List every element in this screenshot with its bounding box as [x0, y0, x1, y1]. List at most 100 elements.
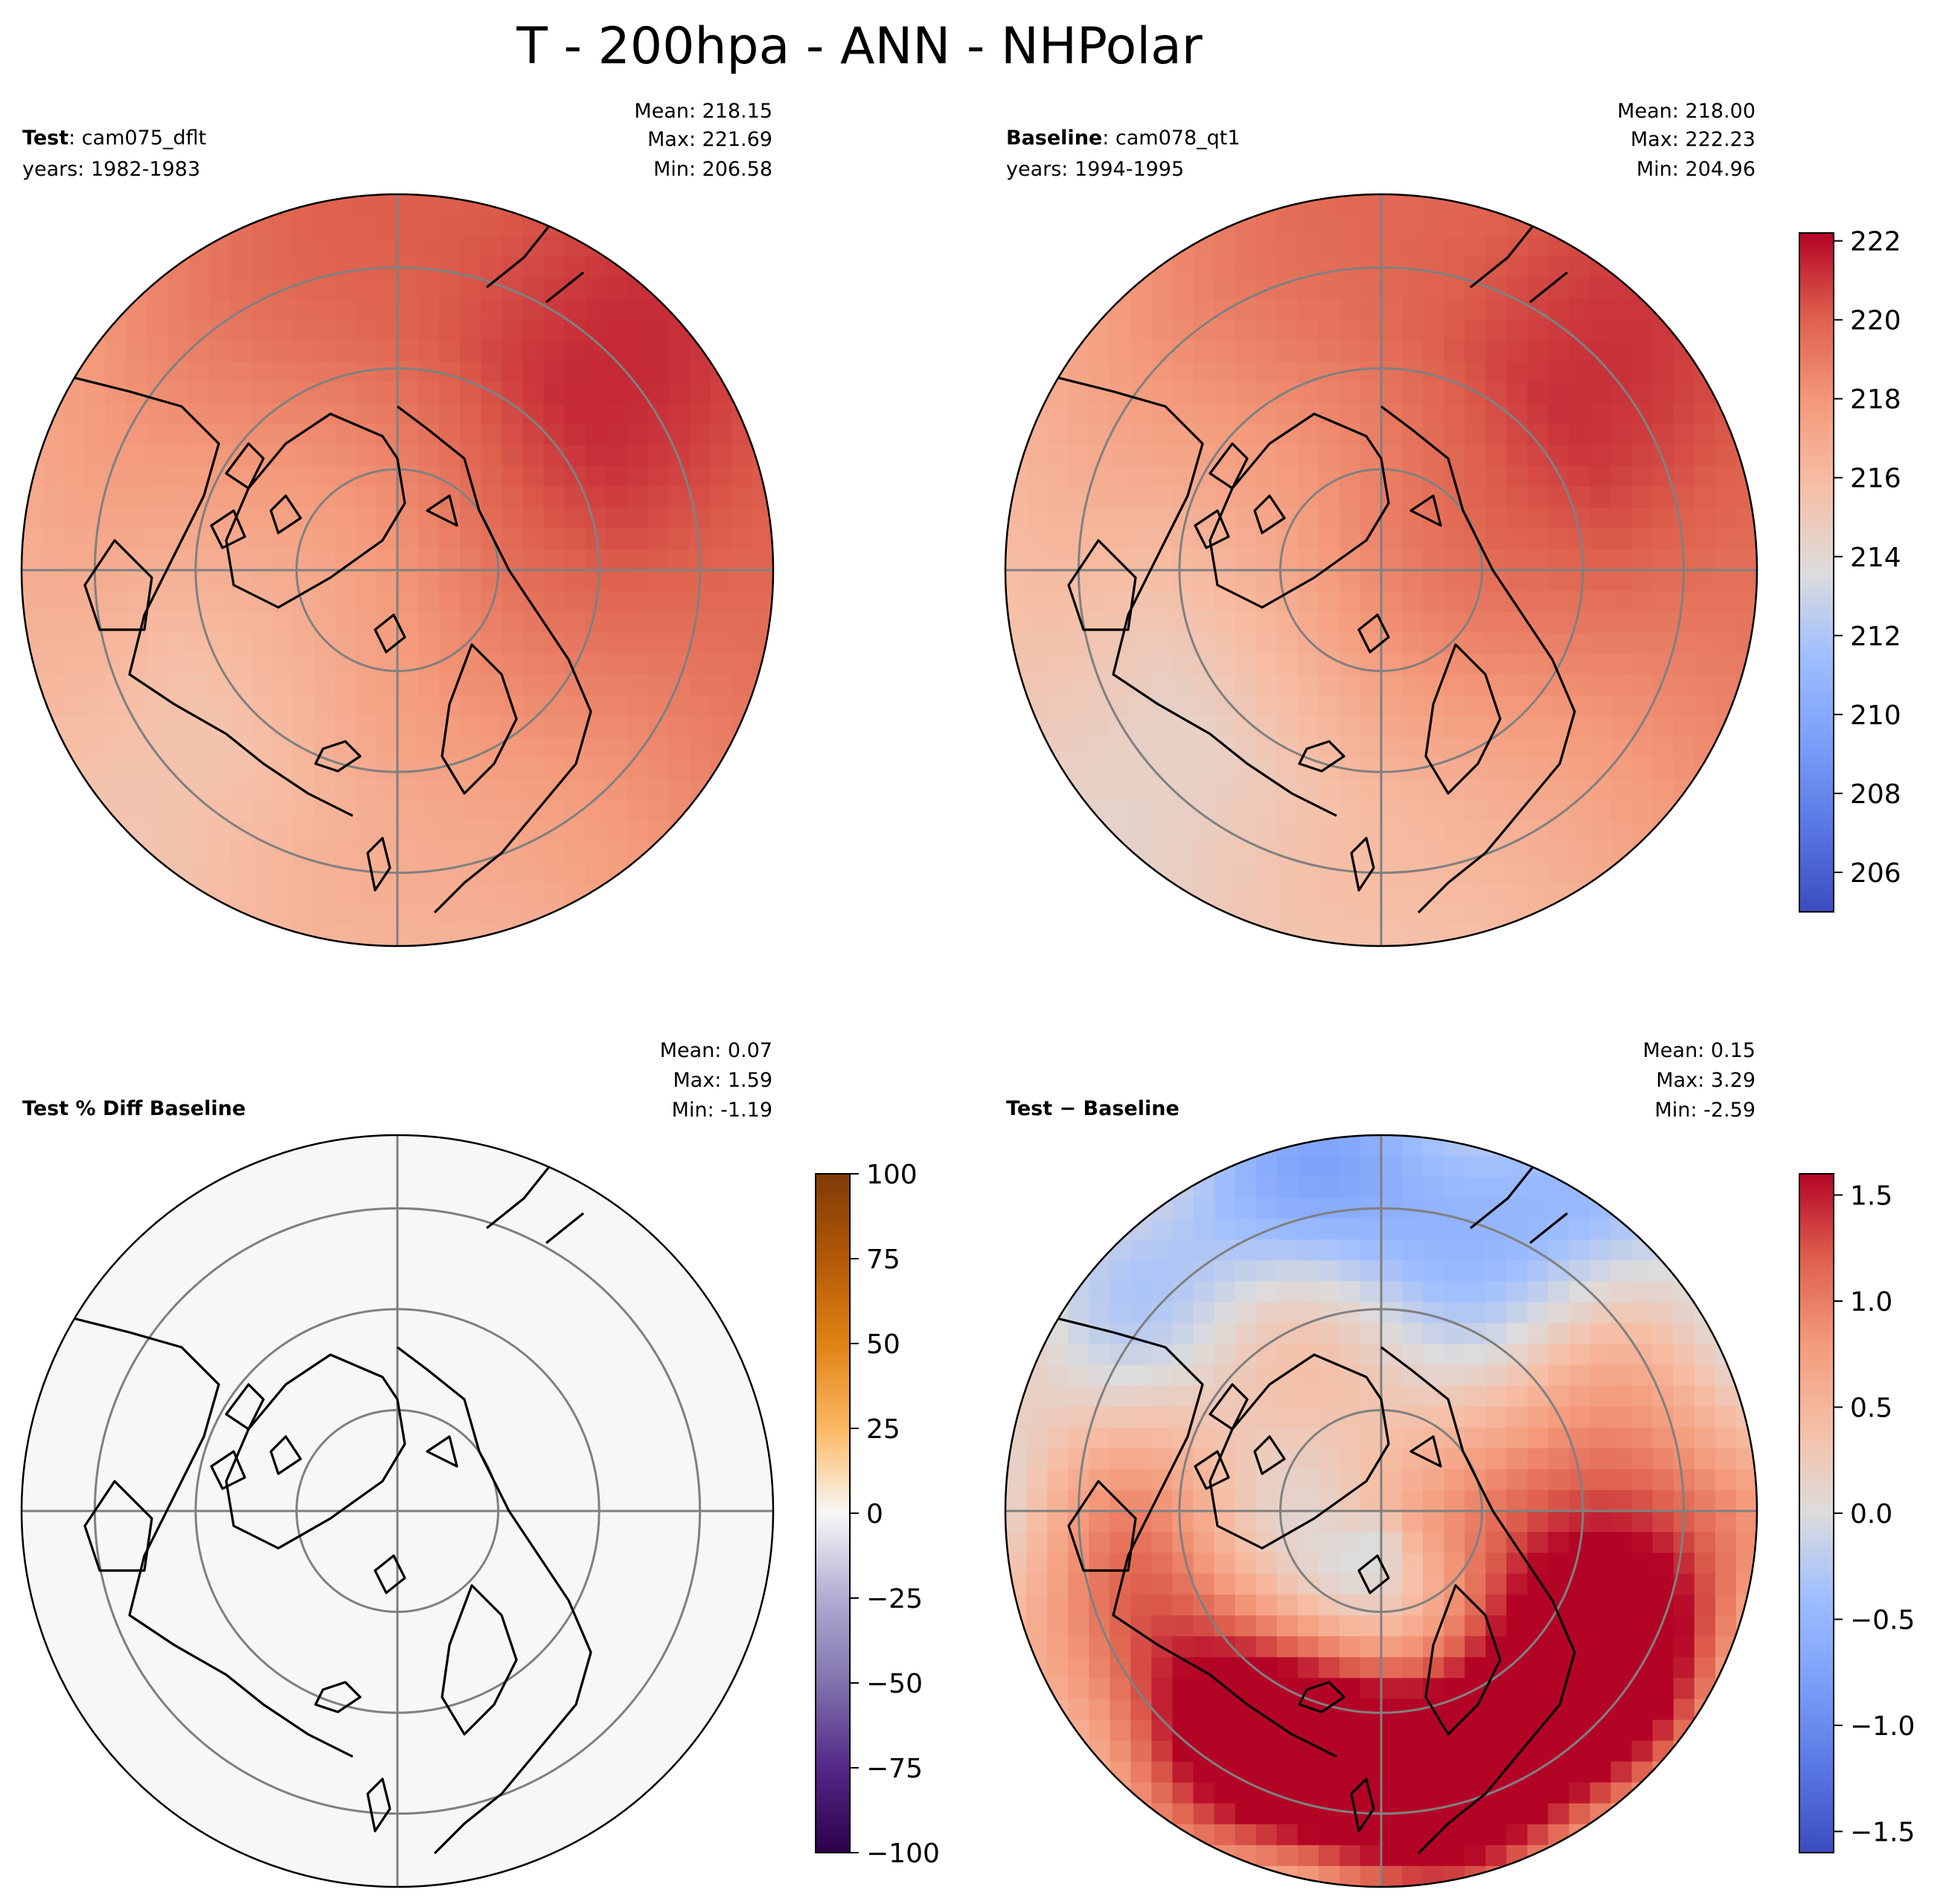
map-cell — [126, 1260, 147, 1282]
map-cell — [1047, 1511, 1069, 1533]
map-cell — [188, 1344, 211, 1366]
map-cell — [63, 486, 85, 508]
map-cell — [752, 1532, 773, 1553]
map-cell — [42, 1553, 64, 1574]
map-cell — [251, 1469, 273, 1491]
map-cell — [1235, 883, 1257, 905]
map-cell — [272, 340, 294, 362]
map-cell — [1652, 1761, 1674, 1783]
map-cell — [376, 1657, 398, 1679]
map-cell — [1151, 1532, 1174, 1553]
map-cell — [1444, 841, 1465, 863]
map-cell — [731, 1574, 753, 1595]
map-cell — [1590, 1574, 1612, 1595]
map-cell — [418, 737, 440, 759]
map-cell — [1485, 507, 1507, 529]
map-cell — [147, 1302, 168, 1324]
map-cell — [1193, 1636, 1215, 1658]
map-cell — [418, 403, 440, 425]
map-cell — [564, 1719, 586, 1742]
map-cell — [1235, 1594, 1257, 1616]
map-cell — [1444, 1156, 1465, 1178]
map-cell — [1339, 1511, 1361, 1533]
map-cell — [606, 1344, 628, 1366]
map-cell — [418, 236, 440, 258]
map-cell — [251, 1427, 273, 1449]
map-cell — [1402, 1803, 1424, 1825]
map-cell — [627, 507, 649, 529]
map-cell — [606, 1761, 628, 1783]
map-cell — [1548, 1469, 1570, 1491]
map-cell — [1255, 799, 1278, 822]
map-cell — [355, 1865, 377, 1887]
map-cell — [188, 779, 211, 801]
map-cell — [1151, 1615, 1174, 1637]
map-cell — [1423, 1218, 1444, 1240]
map-cell — [1297, 298, 1319, 320]
map-cell — [1444, 319, 1465, 341]
map-cell — [647, 1406, 670, 1428]
map-cell — [1339, 486, 1361, 508]
map-cell — [460, 674, 481, 696]
map-cell — [418, 1218, 440, 1240]
map-cell — [1506, 486, 1528, 508]
map-cell — [334, 1615, 356, 1637]
map-cell — [355, 1532, 377, 1553]
map-cell — [1652, 716, 1674, 738]
map-cell — [1026, 591, 1048, 613]
map-cell — [251, 194, 273, 216]
map-cell — [1381, 758, 1403, 780]
map-cell — [22, 1364, 43, 1387]
map-cell — [272, 1469, 294, 1491]
map-cell — [1527, 1594, 1549, 1616]
map-cell — [1151, 1302, 1174, 1324]
map-cell — [1172, 278, 1194, 299]
map-cell — [1005, 570, 1027, 592]
map-cell — [397, 883, 419, 905]
map-cell — [1423, 215, 1444, 237]
map-cell — [1610, 1406, 1633, 1428]
map-cell — [1506, 1740, 1528, 1763]
map-cell — [397, 695, 419, 717]
map-cell — [42, 382, 64, 404]
map-cell — [1318, 1782, 1340, 1804]
map-cell — [418, 799, 440, 822]
map-cell — [1444, 1239, 1465, 1261]
map-cell — [1297, 674, 1319, 696]
map-cell — [1151, 1260, 1174, 1282]
map-cell — [1590, 1636, 1612, 1658]
map-cell — [105, 737, 127, 759]
colorbar-tick-label: 220 — [1850, 306, 1901, 336]
map-cell — [585, 1594, 607, 1616]
map-cell — [1214, 1657, 1236, 1679]
map-cell — [1590, 1740, 1612, 1763]
map-cell — [1297, 1385, 1319, 1408]
map-cell — [147, 361, 168, 383]
map-cell — [439, 444, 461, 467]
map-cell — [585, 507, 607, 529]
map-cell — [292, 1344, 315, 1366]
map-cell — [1360, 924, 1382, 946]
map-cell — [251, 382, 273, 404]
map-cell — [1151, 1761, 1174, 1783]
map-cell — [1548, 1489, 1570, 1512]
map-cell — [376, 1678, 398, 1700]
map-cell — [1339, 340, 1361, 362]
map-cell — [460, 1239, 481, 1261]
map-cell — [1151, 1323, 1174, 1345]
map-cell — [689, 1657, 711, 1679]
map-cell — [1548, 716, 1570, 738]
map-cell — [1402, 1218, 1424, 1240]
map-cell — [63, 1406, 85, 1428]
map-cell — [1235, 528, 1257, 550]
map-cell — [1339, 904, 1361, 926]
map-cell — [313, 716, 336, 738]
map-cell — [1444, 904, 1465, 926]
map-cell — [1276, 1574, 1299, 1595]
map-cell — [668, 1532, 691, 1553]
map-cell — [1005, 486, 1027, 508]
map-cell — [627, 695, 649, 717]
map-cell — [1652, 1448, 1674, 1470]
map-cell — [418, 1636, 440, 1658]
map-cell — [1590, 654, 1612, 675]
